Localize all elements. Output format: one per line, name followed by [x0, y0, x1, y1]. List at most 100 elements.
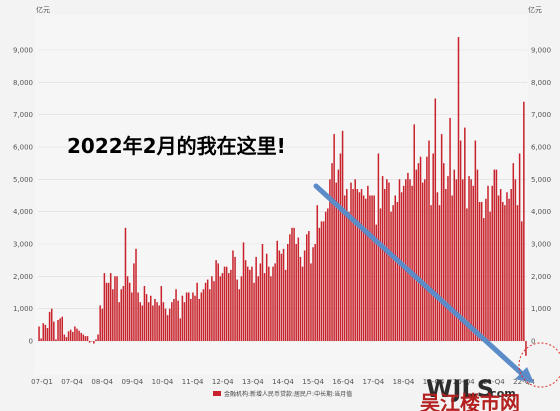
x-tick-label: 07-Q4 — [61, 378, 83, 386]
bar — [468, 176, 470, 341]
x-tick-label: 11-Q4 — [182, 378, 204, 386]
bar — [55, 339, 57, 341]
bar — [346, 189, 348, 341]
bar — [166, 315, 169, 341]
watermark-latin: WJLS — [426, 375, 494, 403]
bar — [314, 244, 316, 341]
bar — [150, 295, 152, 341]
bar — [413, 124, 415, 341]
bar — [508, 198, 510, 341]
bar — [426, 156, 428, 341]
highlight-circle — [518, 342, 560, 388]
bar — [154, 298, 156, 341]
bar — [493, 169, 496, 341]
bar — [202, 289, 205, 341]
y-axis-left: 0 1,000 2,000 3,000 4,000 5,000 6,000 7,000 8,00… — [13, 47, 33, 346]
bar — [440, 134, 443, 341]
bar — [268, 266, 270, 341]
y-tick-label-left: 1,000 — [13, 305, 33, 313]
bar — [162, 302, 165, 341]
bar — [147, 302, 150, 341]
bar — [297, 237, 300, 341]
bar — [419, 156, 422, 341]
bar — [107, 282, 110, 341]
bar — [442, 163, 445, 341]
bar — [289, 234, 291, 341]
y-tick-label-left: 5,000 — [13, 176, 33, 184]
bar — [491, 185, 493, 341]
bar — [190, 298, 192, 341]
x-tick-label: 18-Q4 — [393, 378, 415, 386]
x-tick-label: 13-Q4 — [242, 378, 264, 386]
x-tick-label: 12-Q4 — [212, 378, 234, 386]
bar — [65, 337, 68, 341]
bar — [57, 319, 59, 341]
bar — [487, 185, 489, 341]
bar — [434, 98, 437, 341]
x-axis: 07-Q1 07-Q4 08-Q4 09-Q4 10-Q4 11-Q4 12-Q4 13-Q4… — [31, 378, 535, 386]
bar — [249, 269, 251, 341]
bar — [310, 263, 312, 341]
bar — [356, 189, 359, 341]
bar — [358, 192, 361, 341]
bar — [360, 189, 363, 341]
bar — [187, 292, 190, 341]
bar — [59, 318, 61, 341]
bar — [449, 117, 451, 342]
bar — [352, 189, 354, 341]
bar — [72, 331, 74, 341]
y-axis-right: 0 1,000 2,000 3,000 4,000 5,000 6,000 7,000 8,00… — [531, 47, 551, 346]
x-tick-label: 07-Q1 — [31, 378, 53, 386]
bar — [381, 176, 384, 341]
x-tick-label: 20-Q4 — [453, 378, 475, 386]
bar — [198, 298, 201, 341]
bar — [95, 339, 97, 341]
bar — [320, 221, 323, 341]
bar — [367, 185, 369, 341]
bar — [409, 179, 411, 341]
bar — [242, 242, 245, 341]
bar — [293, 227, 295, 341]
bar — [86, 336, 89, 341]
bar — [476, 169, 479, 341]
bar — [504, 205, 506, 341]
y-tick-label-right: 5,000 — [531, 176, 551, 184]
bar — [128, 282, 131, 341]
bar — [350, 182, 352, 341]
bar — [50, 308, 53, 341]
bar — [63, 334, 66, 341]
bar — [278, 250, 281, 341]
x-tick-label: 22-Q4 — [513, 378, 535, 386]
bar — [238, 289, 241, 341]
bar — [428, 140, 430, 341]
bar — [221, 273, 224, 341]
bar — [143, 286, 146, 341]
bar — [301, 266, 304, 341]
bar — [82, 334, 85, 341]
bar — [103, 273, 106, 341]
bar — [516, 205, 519, 341]
y-tick-label-left: 8,000 — [13, 79, 33, 87]
bar — [112, 289, 114, 341]
bar — [160, 286, 163, 341]
bar — [192, 292, 194, 341]
bar — [236, 279, 238, 341]
bar — [337, 169, 340, 341]
bar — [44, 324, 47, 341]
x-tick-label: 09-Q4 — [122, 378, 144, 386]
bar — [168, 308, 171, 341]
x-tick-label: 16-Q4 — [332, 378, 354, 386]
y-tick-label-left: 0 — [29, 338, 33, 346]
bar — [183, 302, 186, 341]
bar — [295, 244, 297, 341]
bar — [388, 182, 390, 341]
bar — [109, 273, 112, 341]
bar — [373, 195, 375, 341]
bar — [173, 298, 175, 341]
bar — [284, 269, 287, 341]
bar — [206, 279, 209, 341]
bar — [223, 266, 226, 341]
bar — [375, 224, 378, 341]
bar — [318, 227, 321, 341]
bar — [455, 179, 458, 341]
